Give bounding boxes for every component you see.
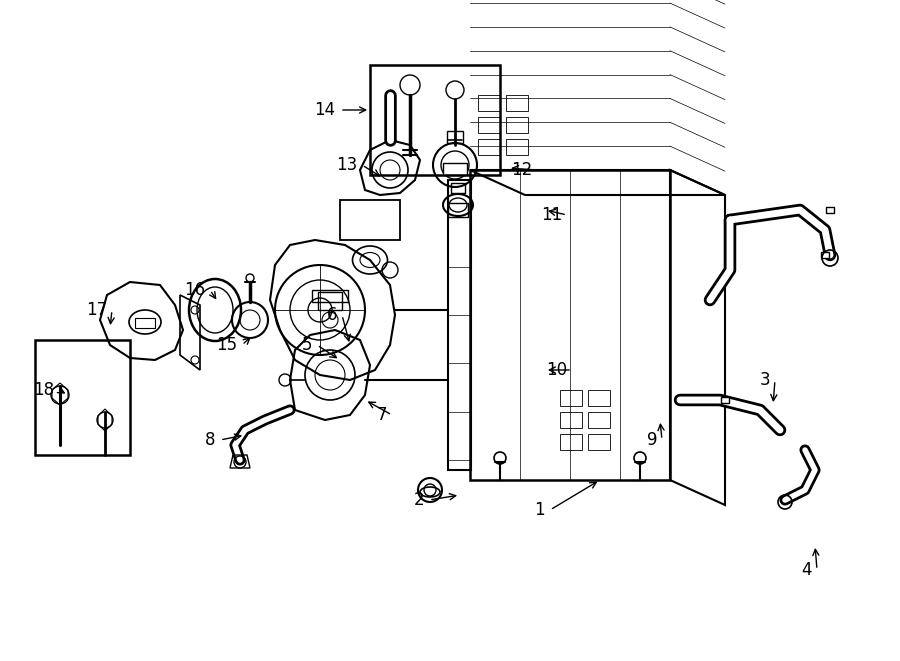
Text: 5: 5 (302, 336, 312, 354)
Bar (370, 65, 500, 175)
Bar (340, 200, 400, 240)
Bar (447, 131, 463, 143)
Bar (588, 390, 610, 406)
Text: 3: 3 (760, 371, 770, 389)
Text: 16: 16 (184, 281, 205, 299)
Text: 1: 1 (535, 501, 545, 519)
Bar (312, 290, 348, 302)
Text: 13: 13 (336, 156, 357, 174)
Bar (821, 252, 829, 258)
Text: 12: 12 (511, 161, 532, 179)
Bar (560, 434, 582, 450)
Text: 6: 6 (327, 306, 337, 324)
Text: 8: 8 (204, 431, 215, 449)
Text: 7: 7 (376, 406, 387, 424)
Text: 18: 18 (33, 381, 54, 399)
Bar (560, 412, 582, 428)
Text: 4: 4 (802, 561, 812, 579)
Bar (135, 318, 155, 328)
Text: 10: 10 (546, 361, 567, 379)
Circle shape (418, 478, 442, 502)
Text: 11: 11 (541, 206, 562, 224)
Bar (478, 117, 500, 133)
Bar (506, 95, 528, 111)
Text: 9: 9 (646, 431, 657, 449)
Bar (560, 390, 582, 406)
Bar (506, 117, 528, 133)
Bar (478, 95, 500, 111)
Bar (451, 183, 465, 193)
Bar (470, 170, 670, 480)
Text: 15: 15 (216, 336, 237, 354)
Bar (443, 163, 467, 175)
Bar (721, 397, 729, 403)
Bar (448, 180, 471, 470)
Bar (826, 207, 834, 213)
Bar (35, 340, 130, 455)
Bar (588, 412, 610, 428)
Bar (318, 292, 342, 310)
Bar (588, 434, 610, 450)
Text: 14: 14 (314, 101, 335, 119)
Bar (448, 203, 468, 217)
Text: 2: 2 (413, 491, 424, 509)
Text: 17: 17 (86, 301, 107, 319)
Bar (478, 139, 500, 155)
Bar (506, 139, 528, 155)
